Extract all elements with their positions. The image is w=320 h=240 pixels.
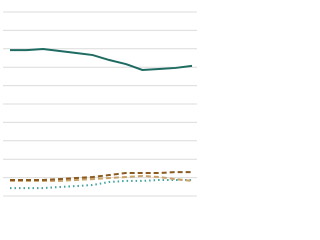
series-line (10, 174, 193, 182)
chart (3, 11, 197, 197)
series-line (10, 47, 193, 71)
series-line (10, 178, 192, 190)
series-line (10, 171, 192, 181)
page: {"chart_data": {"type": "line", "categor… (3, 11, 197, 197)
